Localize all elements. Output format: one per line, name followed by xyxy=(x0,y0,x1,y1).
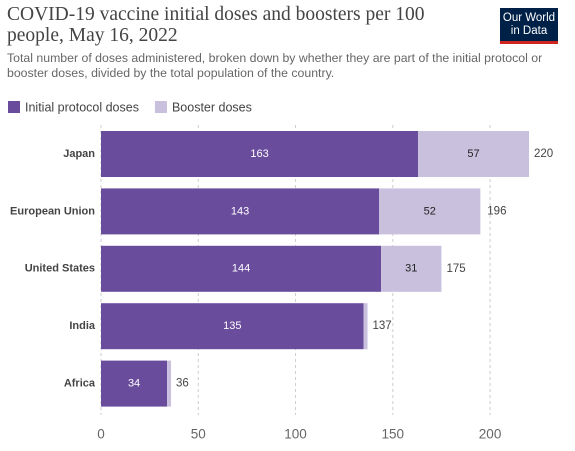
category-label: European Union xyxy=(10,205,95,217)
bar-value-label: 57 xyxy=(467,148,479,160)
x-tick-label: 100 xyxy=(284,427,307,442)
bar-segment xyxy=(101,188,380,235)
bar-segment xyxy=(363,303,368,350)
bar-value-label: 163 xyxy=(250,148,268,160)
bar-segment xyxy=(101,245,382,292)
bar-segment xyxy=(101,360,168,407)
total-label: 36 xyxy=(176,378,189,390)
bar-value-label: 31 xyxy=(405,263,417,275)
chart-title: COVID-19 vaccine initial doses and boost… xyxy=(7,4,425,46)
total-label: 220 xyxy=(534,148,553,160)
bar-value-label: 144 xyxy=(232,263,250,275)
bar-value-label: 135 xyxy=(223,320,241,332)
total-label: 196 xyxy=(487,205,506,217)
bar-segment xyxy=(167,360,172,407)
category-label: United States xyxy=(25,263,95,275)
logo-line: in Data xyxy=(510,25,548,37)
bar-value-label: 34 xyxy=(128,378,140,390)
bar-value-label: 52 xyxy=(424,205,436,217)
legend-label: Initial protocol doses xyxy=(25,100,139,114)
x-tick-label: 200 xyxy=(479,427,502,442)
logo: Our World in Data xyxy=(500,8,558,44)
category-label: Africa xyxy=(64,378,96,390)
bar-value-label: 143 xyxy=(231,205,249,217)
bar-segment xyxy=(101,131,419,177)
category-label: Japan xyxy=(63,148,95,160)
bar-segment xyxy=(418,131,529,177)
total-label: 175 xyxy=(446,263,465,275)
category-label: India xyxy=(69,320,96,332)
x-tick-label: 50 xyxy=(191,427,206,442)
legend-label: Booster doses xyxy=(172,100,252,114)
legend-swatch xyxy=(154,101,167,113)
total-label: 137 xyxy=(373,320,392,332)
bar-segment xyxy=(379,188,481,235)
logo-line: Our World xyxy=(502,12,556,24)
x-tick-label: 150 xyxy=(382,427,405,442)
legend-swatch xyxy=(8,101,20,113)
bar-segment xyxy=(381,245,442,292)
chart-subtitle: Total number of doses administered, brok… xyxy=(7,51,543,80)
x-tick-label: 0 xyxy=(97,427,105,442)
bar-segment xyxy=(101,303,364,350)
